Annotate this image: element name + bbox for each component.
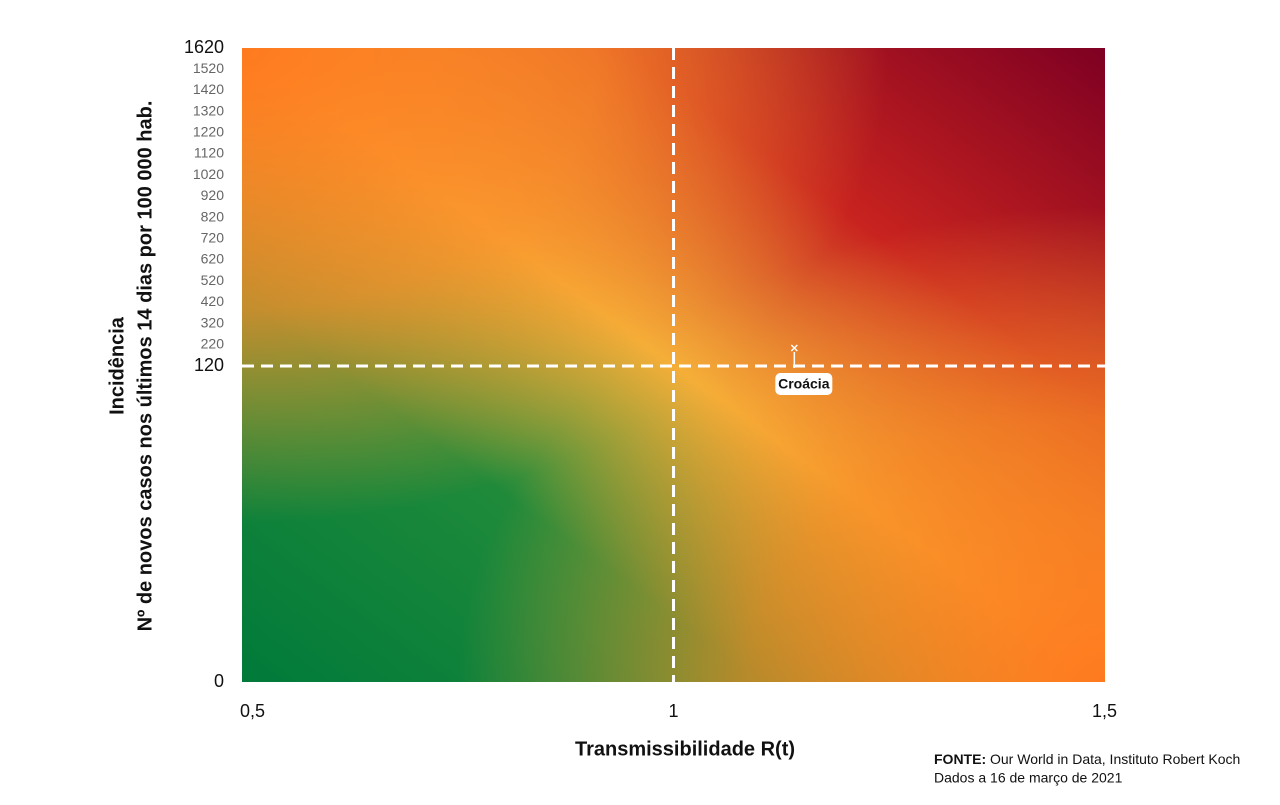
y-tick-label: 1220 bbox=[193, 124, 224, 140]
source-label: FONTE: bbox=[934, 751, 986, 767]
source: FONTE: Our World in Data, Instituto Robe… bbox=[934, 751, 1240, 767]
y-tick-label: 1520 bbox=[193, 60, 224, 76]
source-text: Our World in Data, Instituto Robert Koch bbox=[990, 751, 1240, 767]
y-tick-label: 1420 bbox=[193, 81, 224, 97]
point-label: Croácia bbox=[778, 376, 830, 392]
label-box bbox=[775, 372, 833, 395]
y-tick-label: 0 bbox=[214, 671, 224, 691]
y-axis-title: Incidência bbox=[106, 316, 128, 415]
y-tick-label: 720 bbox=[201, 230, 225, 246]
y-tick-label: 1120 bbox=[194, 145, 224, 161]
point-marker bbox=[790, 344, 798, 352]
y-tick-label: 620 bbox=[201, 251, 225, 267]
y-tick-label: 1320 bbox=[193, 102, 224, 118]
x-tick-label: 1,5 bbox=[1092, 701, 1117, 721]
y-tick-label: 520 bbox=[201, 272, 225, 288]
y-tick-label: 920 bbox=[201, 187, 225, 203]
x-tick-label: 1 bbox=[668, 701, 678, 721]
y-tick-label: 1620 bbox=[184, 37, 224, 57]
y-tick-label: 820 bbox=[201, 208, 225, 224]
y-tick-label: 320 bbox=[201, 314, 225, 330]
note: Dados a 16 de março de 2021 bbox=[934, 770, 1123, 786]
y-tick-label: 1020 bbox=[193, 166, 224, 182]
y-tick-label: 220 bbox=[201, 336, 225, 352]
y-axis-title: Nº de novos casos nos últimos 14 dias po… bbox=[134, 101, 156, 632]
x-tick-label: 0,5 bbox=[240, 701, 265, 721]
x-axis-title: Transmissibilidade R(t) bbox=[575, 738, 795, 760]
data-point: Croácia bbox=[775, 344, 833, 395]
y-tick-label: 120 bbox=[194, 355, 224, 375]
y-tick-label: 420 bbox=[201, 293, 225, 309]
